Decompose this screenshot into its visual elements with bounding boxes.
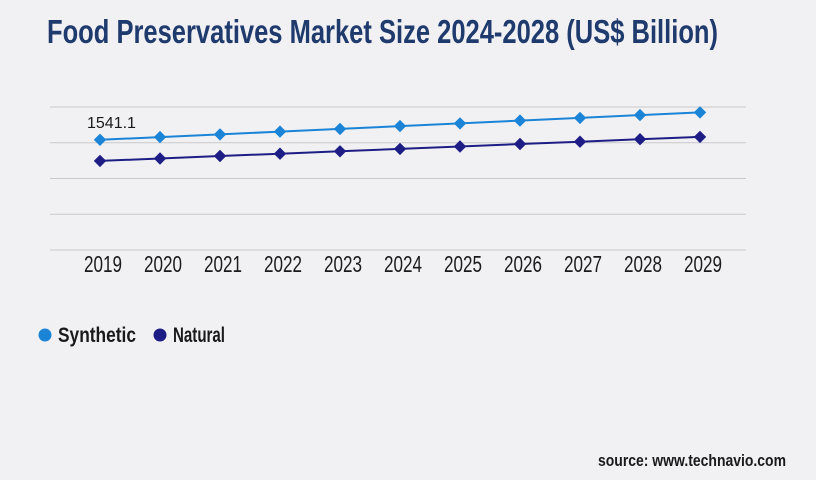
data-label: 1541.1 [87, 115, 136, 132]
data-point-marker-synthetic[interactable] [213, 128, 227, 141]
x-axis-label: 2026 [504, 251, 542, 277]
page-title: Food Preservatives Market Size 2024-2028… [47, 13, 718, 50]
data-point-marker-synthetic[interactable] [93, 133, 107, 146]
x-axis-label: 2025 [444, 251, 482, 277]
legend-label-synthetic[interactable]: Synthetic [58, 324, 136, 347]
x-axis-label: 2028 [624, 251, 662, 277]
legend-label-natural[interactable]: Natural [173, 324, 225, 347]
gridlines [50, 106, 746, 251]
data-point-marker-synthetic[interactable] [513, 114, 527, 127]
data-point-marker-synthetic[interactable] [633, 108, 647, 122]
data-point-marker-natural[interactable] [693, 130, 707, 144]
x-axis-label: 2024 [384, 251, 422, 277]
chart-legend: Synthetic Natural [38, 324, 225, 347]
data-point-marker-natural[interactable] [393, 142, 407, 156]
data-point-marker-natural[interactable] [573, 135, 587, 148]
x-axis-label: 2027 [564, 251, 602, 277]
x-axis-label: 2023 [324, 251, 362, 277]
x-axis-label: 2021 [204, 251, 242, 277]
source-attribution: source: www.technavio.com [598, 451, 786, 470]
x-axis-label: 2029 [684, 251, 722, 277]
data-point-marker-synthetic[interactable] [453, 117, 467, 130]
data-point-marker-synthetic[interactable] [333, 122, 347, 136]
data-point-marker-natural[interactable] [153, 152, 167, 165]
legend-marker-natural[interactable] [153, 328, 167, 342]
data-point-marker-synthetic[interactable] [153, 130, 167, 144]
data-labels: 1541.1 [87, 115, 136, 132]
data-point-marker-natural[interactable] [93, 154, 107, 168]
data-point-marker-natural[interactable] [513, 137, 527, 151]
data-point-marker-natural[interactable] [453, 140, 467, 153]
x-axis-labels: 2019 2020 2021 2022 2023 2024 2025 2026 2027 2028… [84, 251, 722, 277]
legend-marker-synthetic[interactable] [38, 328, 52, 342]
data-point-marker-synthetic[interactable] [393, 119, 407, 133]
data-point-marker-natural[interactable] [273, 147, 287, 160]
data-point-marker-natural[interactable] [633, 133, 647, 146]
x-axis-label: 2022 [264, 251, 302, 277]
data-point-marker-synthetic[interactable] [573, 111, 587, 125]
data-series [93, 106, 707, 168]
data-point-marker-natural[interactable] [333, 145, 347, 158]
x-axis-label: 2020 [144, 251, 182, 277]
data-point-marker-synthetic[interactable] [273, 125, 287, 138]
data-point-marker-synthetic[interactable] [693, 106, 707, 119]
data-point-marker-natural[interactable] [213, 149, 227, 163]
x-axis-label: 2019 [84, 251, 122, 277]
